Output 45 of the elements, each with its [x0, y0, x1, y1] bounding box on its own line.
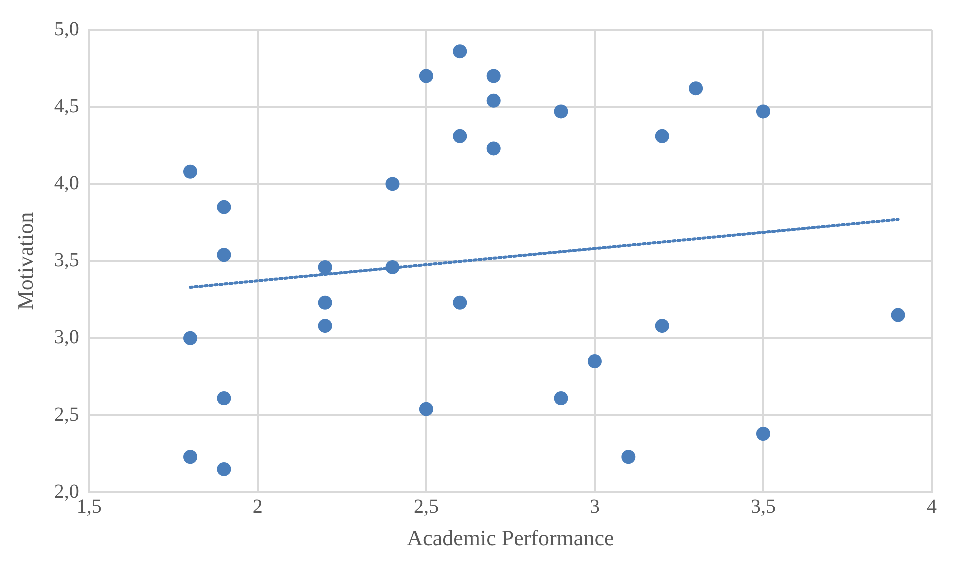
point — [655, 319, 670, 334]
point — [217, 392, 232, 406]
point — [756, 104, 770, 119]
x-tick-label: 2,5 — [414, 496, 439, 518]
point — [486, 69, 501, 84]
point — [184, 164, 198, 179]
y-tick-label: 2,0 — [54, 480, 80, 503]
point — [217, 462, 232, 476]
y-tick-label: 4,0 — [54, 172, 80, 194]
point — [419, 69, 434, 84]
point — [217, 200, 232, 214]
y-tick-label: 3,0 — [54, 326, 80, 349]
point — [386, 260, 400, 274]
point — [554, 392, 568, 406]
y-axis-title: Motivation — [12, 212, 38, 310]
y-tick-label: 4,5 — [54, 95, 80, 118]
point — [486, 94, 501, 108]
point — [453, 44, 468, 59]
point — [622, 450, 636, 464]
point — [655, 129, 670, 144]
point — [318, 296, 332, 310]
point — [453, 296, 468, 310]
x-tick-label: 2 — [252, 496, 263, 518]
point — [318, 260, 332, 274]
x-tick-label: 1,5 — [76, 496, 102, 518]
point — [318, 319, 332, 334]
y-tick-label: 5,0 — [54, 18, 80, 40]
x-tick-label: 3 — [590, 496, 600, 518]
point — [689, 82, 704, 96]
point — [453, 129, 468, 144]
x-axis-title: Academic Performance — [407, 526, 614, 551]
point — [554, 104, 568, 119]
point — [386, 177, 400, 192]
point — [891, 308, 906, 322]
point — [217, 248, 232, 262]
point — [486, 142, 501, 156]
point — [419, 402, 434, 416]
point — [756, 427, 770, 442]
x-tick-label: 3,5 — [750, 496, 776, 518]
point — [588, 354, 602, 369]
point — [184, 450, 198, 464]
x-tick-label: 4 — [927, 496, 937, 518]
point — [184, 331, 198, 346]
y-tick-label: 2,5 — [54, 404, 80, 426]
y-tick-label: 3,5 — [54, 250, 80, 272]
